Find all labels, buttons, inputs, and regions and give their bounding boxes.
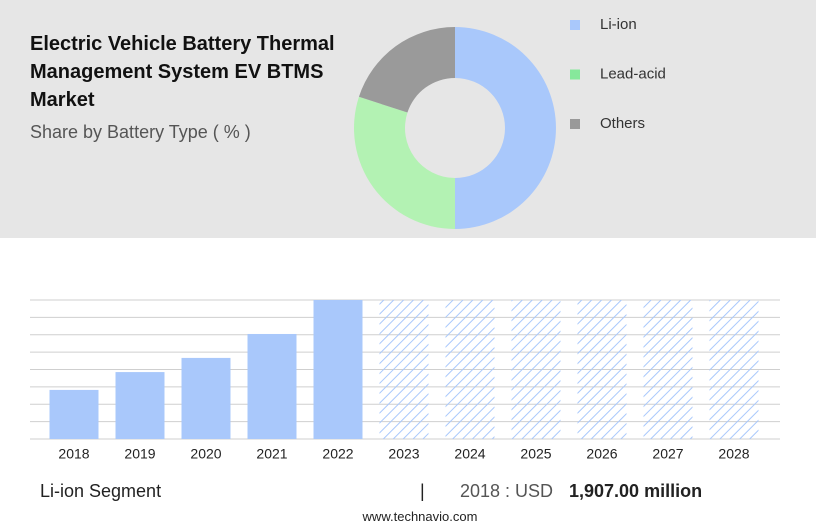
- separator: |: [420, 481, 425, 501]
- x-tick-label: 2025: [520, 446, 551, 462]
- forecast-bar: [577, 300, 627, 439]
- x-tick-label: 2026: [586, 446, 617, 462]
- highlight-value: 1,907.00 million: [569, 481, 703, 501]
- x-tick-label: 2021: [256, 446, 287, 462]
- forecast-bar: [643, 300, 693, 439]
- legend-label: Others: [600, 115, 645, 132]
- legend-swatch: [570, 119, 580, 129]
- legend-label: Lead-acid: [600, 65, 666, 82]
- legend-swatch: [570, 20, 580, 30]
- x-tick-label: 2027: [652, 446, 683, 462]
- source: www.technavio.com: [362, 509, 478, 524]
- forecast-bar: [511, 300, 561, 439]
- bar: [115, 372, 165, 439]
- donut-slice: [455, 27, 556, 229]
- bar: [313, 300, 363, 439]
- bar: [247, 333, 297, 439]
- chart-subtitle: Share by Battery Type ( % ): [30, 122, 251, 142]
- x-tick-label: 2023: [388, 446, 419, 462]
- chart-title: Electric Vehicle Battery Thermal Managem…: [30, 33, 335, 111]
- forecast-bar: [379, 300, 429, 439]
- forecast-bar: [709, 300, 759, 439]
- forecast-bar: [445, 300, 495, 439]
- donut-slice: [353, 96, 455, 230]
- highlight-label: 2018 : USD: [460, 481, 554, 501]
- x-tick-label: 2019: [124, 446, 155, 462]
- legend-swatch: [570, 69, 580, 80]
- segment-label: Li-ion Segment: [40, 481, 162, 501]
- x-tick-label: 2020: [190, 446, 221, 462]
- legend-label: Li-ion: [600, 16, 637, 33]
- x-tick-label: 2018: [58, 446, 89, 462]
- bar: [49, 389, 99, 439]
- x-tick-label: 2028: [718, 446, 749, 462]
- x-tick-label: 2024: [454, 446, 485, 462]
- donut-slice: [358, 27, 455, 113]
- bar: [181, 357, 231, 439]
- x-tick-label: 2022: [322, 446, 353, 462]
